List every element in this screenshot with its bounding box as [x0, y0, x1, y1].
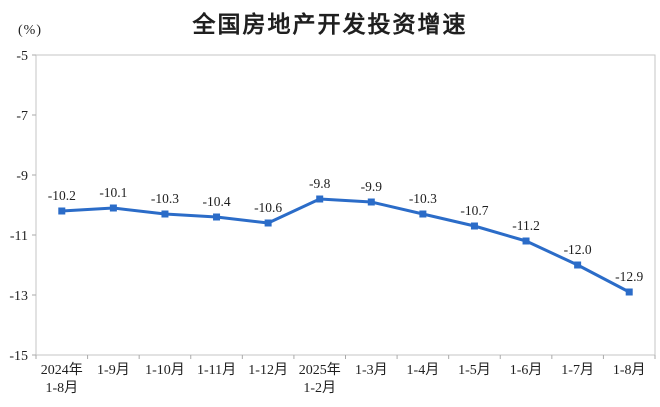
x-axis-label: 1-4月: [407, 362, 440, 378]
y-axis-label: -15: [9, 349, 28, 364]
data-point-label: -10.6: [254, 200, 282, 215]
x-axis-label: 1-7月: [561, 362, 594, 378]
x-axis-label: 2025年: [299, 362, 341, 378]
data-point-label: -10.1: [99, 185, 127, 200]
x-axis-label: 1-6月: [510, 362, 543, 378]
x-axis-label: 1-8月: [45, 380, 78, 396]
plot-border: [35, 54, 656, 356]
x-axis-label: 1-2月: [303, 380, 336, 396]
y-axis-label: -9: [16, 169, 28, 184]
data-point-marker: [625, 288, 633, 296]
data-point-label: -11.2: [512, 218, 540, 233]
data-point-marker: [316, 195, 324, 203]
data-point-label: -9.9: [361, 179, 383, 194]
data-point-marker: [367, 198, 375, 206]
data-point-marker: [574, 261, 582, 269]
data-point-label: -10.7: [460, 203, 488, 218]
y-axis-label: -5: [16, 49, 28, 64]
data-point-label: -10.3: [409, 191, 437, 206]
y-axis-unit-label: (%): [18, 23, 42, 38]
data-point-marker: [213, 213, 221, 221]
x-axis-label: 1-5月: [458, 362, 491, 378]
data-point-marker: [109, 204, 117, 212]
data-point-label: -10.4: [202, 194, 230, 209]
data-point-label: -10.2: [48, 188, 76, 203]
x-axis-label: 1-10月: [145, 362, 185, 378]
data-point-marker: [419, 210, 427, 218]
data-point-marker: [522, 237, 530, 245]
data-line: [61, 197, 630, 294]
x-axis-label: 1-12月: [248, 362, 288, 378]
y-axis-label: -7: [16, 109, 28, 124]
y-axis-label: -13: [9, 289, 28, 304]
y-axis-label: -11: [10, 229, 28, 244]
data-point-marker: [58, 207, 66, 215]
data-point-label: -12.0: [564, 242, 592, 257]
data-point-label: -10.3: [151, 191, 179, 206]
data-point-label: -12.9: [615, 269, 643, 284]
x-axis-label: 1-8月: [613, 362, 646, 378]
chart-title: 全国房地产开发投资增速: [192, 11, 468, 37]
x-axis-label: 1-3月: [355, 362, 388, 378]
data-point-marker: [264, 219, 272, 227]
data-point-label: -9.8: [309, 176, 331, 191]
x-axis-label: 2024年: [41, 362, 83, 378]
data-point-marker: [161, 210, 169, 218]
x-axis-label: 1-9月: [97, 362, 130, 378]
x-axis-label: 1-11月: [197, 362, 236, 378]
data-point-marker: [470, 222, 478, 230]
